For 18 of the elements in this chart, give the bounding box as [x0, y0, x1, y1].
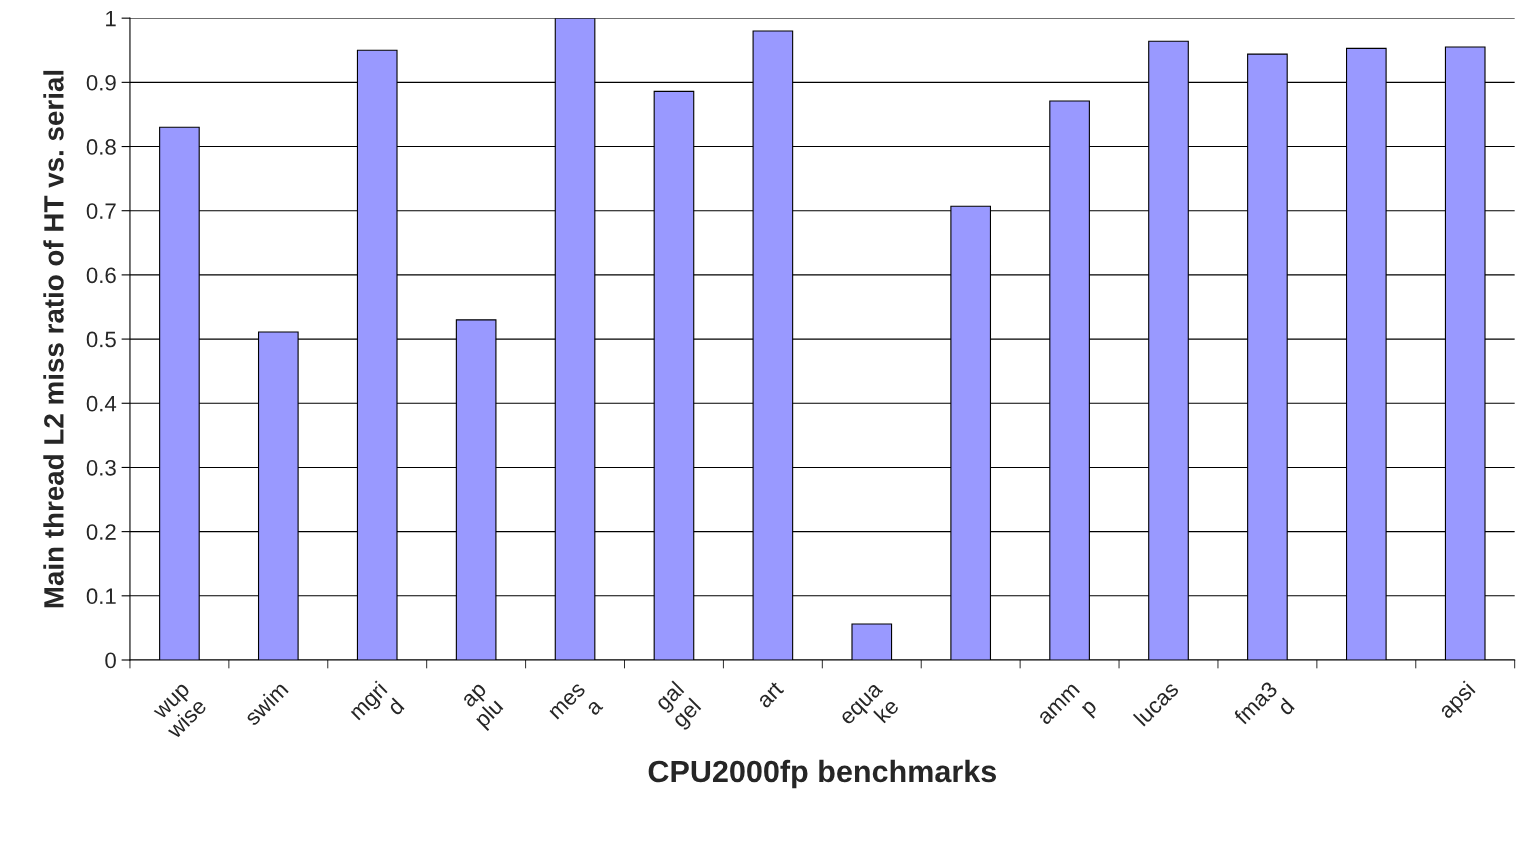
y-tick-label: 0.6 — [86, 267, 116, 284]
y-tick-label: 0.3 — [86, 459, 116, 476]
x-tick-label: mes a — [549, 682, 604, 720]
y-tick-label: 0.7 — [86, 203, 116, 219]
y-axis-title: Main thread L2 miss ratio of HT vs. serial — [43, 70, 64, 608]
x-tick-label: gal gel — [653, 680, 705, 732]
y-tick-label: 0.5 — [86, 331, 116, 348]
y-tick-label: 0 — [105, 652, 116, 669]
y-tick-label: 0.1 — [86, 588, 116, 605]
y-tick-label: 1 — [106, 10, 116, 27]
y-tick-label: 0.9 — [86, 74, 116, 91]
x-axis-title: CPU2000fp benchmarks — [648, 759, 996, 789]
y-tick-label: 0.4 — [86, 395, 117, 412]
x-tick-label: wup wise — [153, 683, 208, 740]
y-tick-label: 0.8 — [86, 139, 116, 155]
y-tick-label: 0.2 — [86, 524, 116, 540]
x-tick-label: art — [756, 680, 785, 709]
x-tick-label: ap plu — [462, 683, 507, 731]
